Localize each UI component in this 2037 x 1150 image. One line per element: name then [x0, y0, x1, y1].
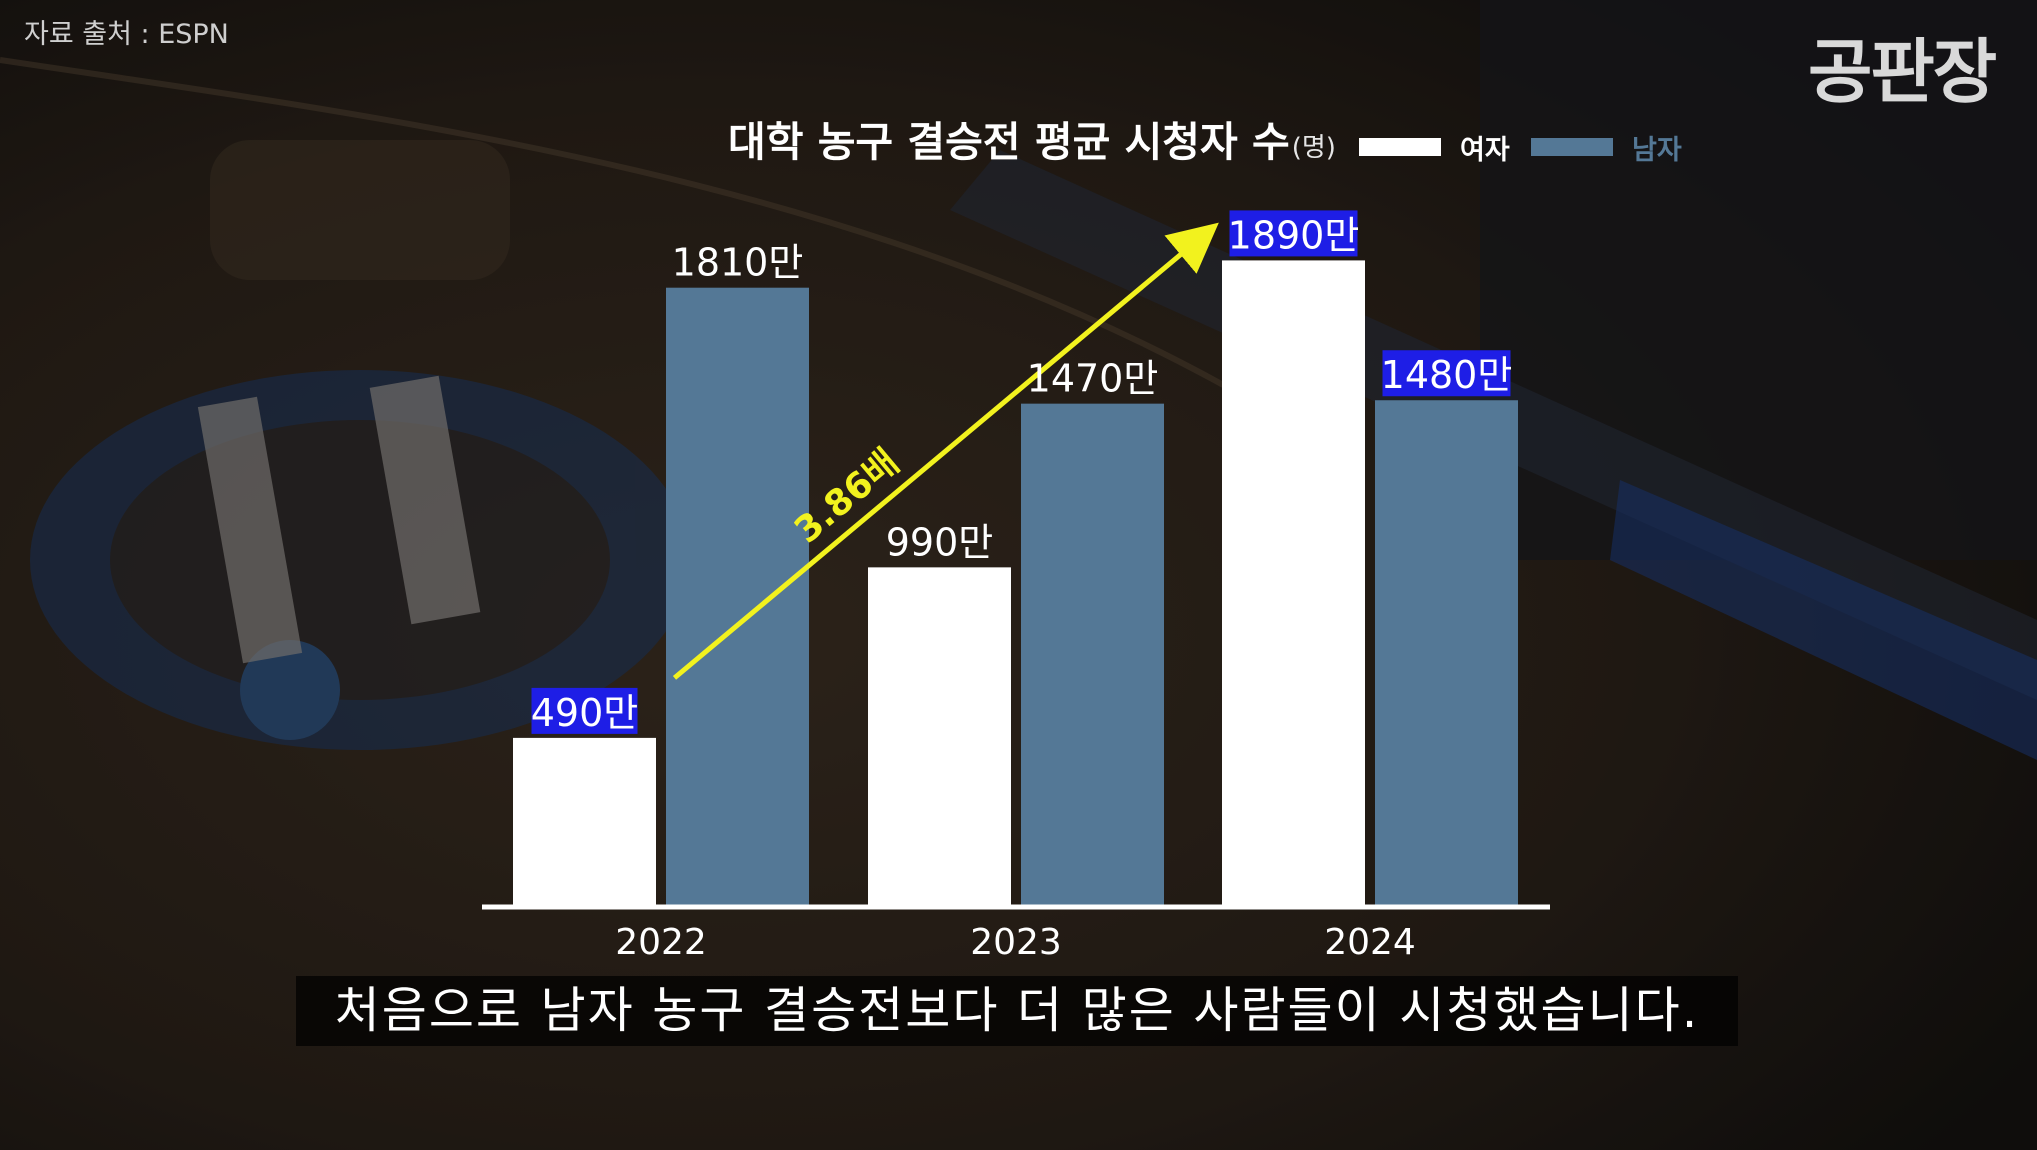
source-label: 자료 출처 : ESPN: [24, 19, 229, 50]
court-line: [0, 57, 1302, 433]
value-label-2023-men: 1470만: [1027, 357, 1159, 401]
bar-2024-men: [1375, 400, 1518, 905]
growth-arrow: [672, 222, 1219, 680]
brand-logo: 공판장: [1808, 31, 1997, 113]
legend-swatch-men: [1531, 138, 1613, 156]
value-label-bg-2024-women: [1229, 210, 1358, 257]
caption-subtitle: 처음으로 남자 농구 결승전보다 더 많은 사람들이 시청했습니다.: [296, 976, 1738, 1046]
x-tick-label-2023: 2023: [970, 922, 1062, 963]
bar-2022-women: [513, 737, 656, 905]
bar-2024-women: [1222, 260, 1365, 905]
value-label-bg-2024-men: [1382, 350, 1511, 397]
key-area: [210, 140, 510, 280]
legend-label-women: 여자: [1460, 135, 1510, 166]
value-label-2022-women: 490만: [531, 691, 639, 735]
value-label-2024-women: 1890만: [1228, 213, 1360, 257]
march-madness-logo: [30, 370, 690, 750]
legend-label-men: 남자: [1632, 135, 1682, 166]
value-label-2022-men: 1810만: [672, 241, 804, 285]
bar-2023-men: [1021, 403, 1164, 905]
chart-title: 대학 농구 결승전 평균 시청자 수(명): [728, 108, 1336, 168]
x-tick-label-2022: 2022: [615, 922, 707, 963]
legend-swatch-women: [1359, 138, 1441, 156]
value-label-2024-men: 1480만: [1381, 353, 1513, 397]
bar-2023-women: [868, 567, 1011, 905]
chart-title-unit: (명): [1291, 133, 1336, 163]
value-label-bg-2022-women: [531, 687, 638, 734]
value-label-2023-women: 990만: [886, 520, 994, 564]
sponsor-board: [1610, 480, 2037, 760]
chart-title-text: 대학 농구 결승전 평균 시청자 수: [728, 118, 1290, 166]
bar-2022-men: [666, 287, 809, 906]
x-tick-label-2024: 2024: [1324, 922, 1416, 963]
